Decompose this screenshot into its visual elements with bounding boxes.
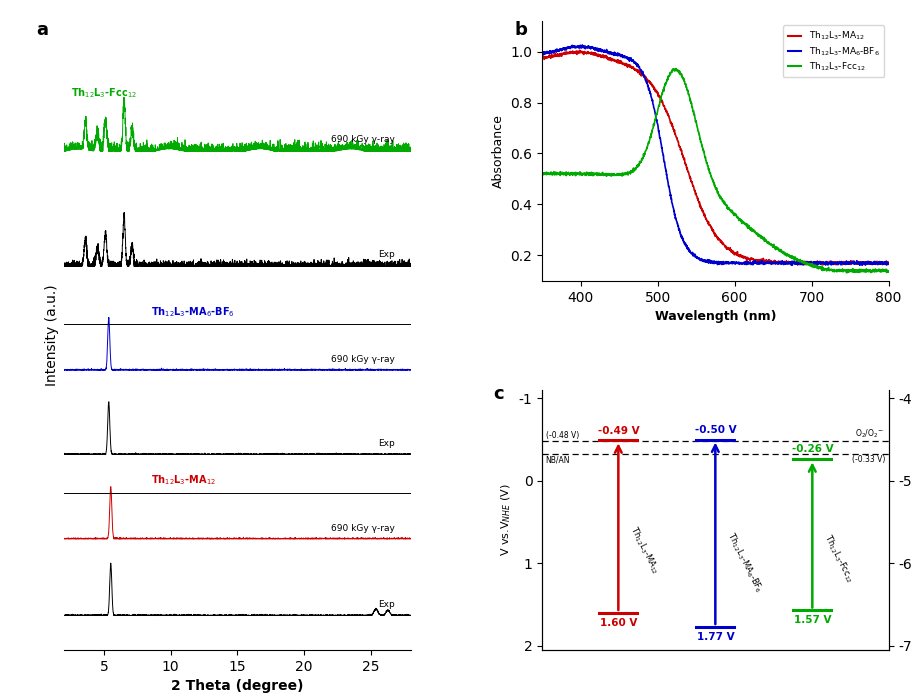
Text: c: c [494,385,505,403]
X-axis label: Wavelength (nm): Wavelength (nm) [655,310,776,323]
Text: Th$_{12}$L$_3$-MA$_{12}$: Th$_{12}$L$_3$-MA$_{12}$ [151,474,215,487]
Text: 690 kGy γ-ray: 690 kGy γ-ray [331,524,395,533]
Legend: Th$_{12}$L$_3$-MA$_{12}$, Th$_{12}$L$_3$-MA$_6$-BF$_6$, Th$_{12}$L$_3$-Fcc$_{12}: Th$_{12}$L$_3$-MA$_{12}$, Th$_{12}$L$_3$… [783,25,884,78]
Y-axis label: Absorbance: Absorbance [492,114,505,188]
Text: 1.77 V: 1.77 V [696,632,734,642]
Text: a: a [37,21,49,39]
Text: Exp: Exp [377,250,395,259]
Text: b: b [515,21,528,39]
Text: 690 kGy γ-ray: 690 kGy γ-ray [331,355,395,364]
Text: 1.57 V: 1.57 V [793,615,831,626]
Text: -0.49 V: -0.49 V [597,426,639,435]
Text: NB/AN: NB/AN [546,455,570,464]
Text: Exp: Exp [377,600,395,610]
Text: Th$_{12}$L$_3$-MA$_6$-BF$_6$: Th$_{12}$L$_3$-MA$_6$-BF$_6$ [151,305,234,319]
Text: (-0.48 V): (-0.48 V) [546,431,579,440]
Text: Exp: Exp [377,439,395,448]
Text: -0.26 V: -0.26 V [791,445,834,454]
Text: Th$_{12}$L$_3$-MA$_6$-BF$_6$: Th$_{12}$L$_3$-MA$_6$-BF$_6$ [724,531,765,595]
Text: (-0.33 V): (-0.33 V) [852,455,885,464]
Y-axis label: Intensity (a.u.): Intensity (a.u.) [45,284,59,387]
Text: O$_2$/O$_2$$^{-·}$: O$_2$/O$_2$$^{-·}$ [856,427,885,440]
Text: 690 kGy γ-ray: 690 kGy γ-ray [331,135,395,144]
Text: -0.50 V: -0.50 V [694,425,736,435]
Y-axis label: V vs.V$_{NHE}$ (V): V vs.V$_{NHE}$ (V) [499,484,513,556]
Text: Th$_{12}$L$_3$-MA$_{12}$: Th$_{12}$L$_3$-MA$_{12}$ [627,524,661,576]
X-axis label: 2 Theta (degree): 2 Theta (degree) [171,679,303,693]
Text: Th$_{12}$L$_3$-Fcc$_{12}$: Th$_{12}$L$_3$-Fcc$_{12}$ [71,86,136,100]
Text: 1.60 V: 1.60 V [600,618,637,628]
Text: Th$_{12}$L$_3$-Fcc$_{12}$: Th$_{12}$L$_3$-Fcc$_{12}$ [821,532,856,585]
